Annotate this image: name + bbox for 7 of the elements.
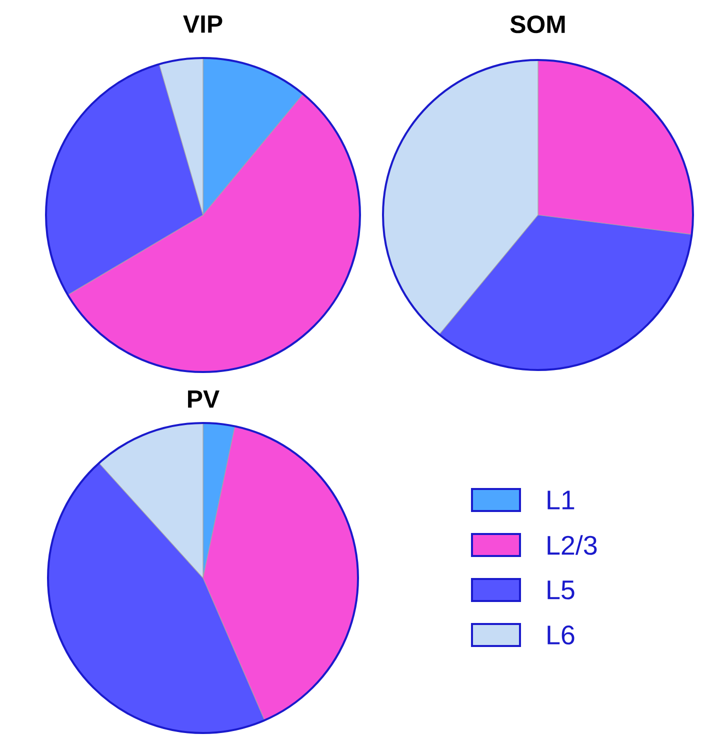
legend-label: L1 [548, 490, 574, 510]
legend-label: L5 [548, 580, 574, 600]
chart-title: PV [188, 390, 220, 408]
legend-label: L6 [548, 625, 574, 645]
chart-title: VIP [183, 16, 222, 33]
chart-title: SOM [510, 16, 565, 34]
legend-label: L2/3 [548, 535, 597, 555]
